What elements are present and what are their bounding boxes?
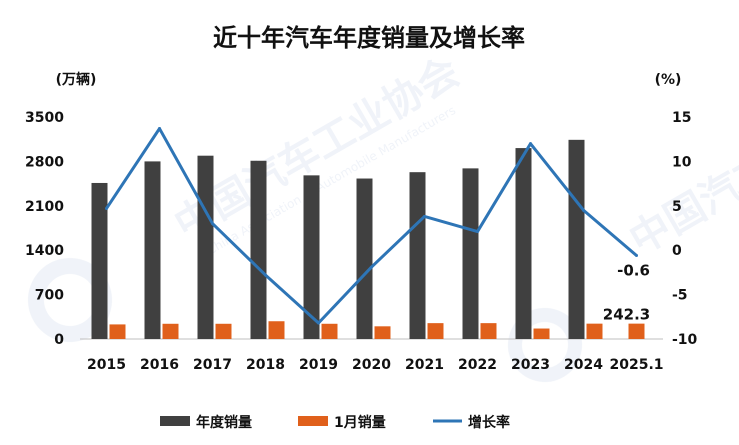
x-tick-label: 2020 (352, 357, 391, 373)
january-sales-bar (321, 323, 338, 339)
annual-sales-bar (303, 175, 320, 339)
growth-rate-point (370, 265, 373, 269)
left-tick-label: 2800 (25, 154, 64, 170)
x-tick-label: 2021 (405, 357, 444, 373)
growth-rate-point (317, 321, 320, 325)
left-tick-label: 700 (35, 288, 64, 304)
x-tick-label: 2024 (564, 357, 603, 373)
right-tick-label: 10 (672, 154, 692, 170)
annual-sales-bar (462, 168, 479, 339)
january-sales-bar (480, 323, 497, 339)
growth-rate-point (529, 142, 532, 146)
annual-sales-bar (568, 139, 585, 339)
annual-sales-bar (409, 172, 426, 339)
legend-swatch-january (298, 416, 328, 426)
annotations: -0.6 242.3 (603, 262, 650, 324)
right-axis-ticks: -10 -5 0 5 10 15 (672, 110, 698, 348)
january-sales-bar (586, 323, 603, 339)
x-tick-label: 2025.1 (609, 357, 663, 373)
legend: 年度销量 1月销量 增长率 (160, 414, 510, 431)
annual-sales-bar (144, 161, 161, 339)
annual-sales-bar (356, 178, 373, 339)
left-tick-label: 2100 (25, 199, 64, 215)
left-axis-unit: (万辆) (56, 71, 97, 88)
chart-title: 近十年汽车年度销量及增长率 (213, 24, 525, 52)
growth-rate-point (158, 127, 161, 131)
january-sales-bar (215, 323, 232, 339)
growth-rate-line (105, 127, 638, 325)
growth-rate-point (423, 214, 426, 218)
annual-sales-bar (91, 182, 108, 339)
legend-label-january: 1月销量 (334, 414, 386, 431)
right-tick-label: 15 (672, 110, 691, 126)
right-axis-unit: (%) (655, 72, 682, 88)
x-tick-label: 2022 (458, 357, 497, 373)
right-tick-label: -5 (672, 288, 688, 304)
january-sales-bar (162, 323, 179, 339)
january-sales-bar (427, 323, 444, 339)
growth-rate-point (582, 208, 585, 212)
january-sales-bar (374, 326, 391, 339)
january-sales-bars (109, 321, 645, 339)
january-sales-bar (109, 324, 126, 339)
annual-sales-bar (250, 160, 267, 339)
x-tick-label: 2017 (193, 357, 232, 373)
x-axis-labels: 2015 2016 2017 2018 2019 2020 2021 2022 2023 2024… (87, 357, 664, 373)
legend-label-growth: 增长率 (468, 414, 510, 431)
growth-rate-point (264, 273, 267, 277)
annual-sales-bars (91, 139, 585, 339)
january-sales-bar (533, 328, 550, 339)
left-tick-label: 1400 (25, 243, 64, 259)
growth-rate-point (635, 254, 638, 258)
growth-rate-point (105, 206, 108, 210)
right-tick-label: 0 (672, 243, 682, 259)
x-tick-label: 2023 (511, 357, 550, 373)
left-axis-ticks: 0 700 1400 2100 2800 3500 (25, 110, 64, 348)
growth-rate-annotation: -0.6 (617, 262, 650, 280)
x-tick-label: 2016 (140, 357, 179, 373)
left-tick-label: 3500 (25, 110, 64, 126)
january-sales-bar (268, 321, 285, 339)
legend-swatch-annual (160, 416, 190, 426)
legend-label-annual: 年度销量 (196, 414, 252, 431)
x-tick-label: 2019 (299, 357, 338, 373)
january-sales-bar (628, 323, 645, 339)
annual-sales-bar (197, 155, 214, 339)
x-tick-label: 2018 (246, 357, 285, 373)
growth-rate-point (476, 230, 479, 234)
january-sales-annotation: 242.3 (603, 306, 650, 324)
x-tick-label: 2015 (87, 357, 126, 373)
left-tick-label: 0 (54, 332, 64, 348)
annual-sales-bar (515, 148, 532, 339)
right-tick-label: -10 (672, 332, 698, 348)
growth-rate-point (211, 222, 214, 226)
right-tick-label: 5 (672, 199, 682, 215)
